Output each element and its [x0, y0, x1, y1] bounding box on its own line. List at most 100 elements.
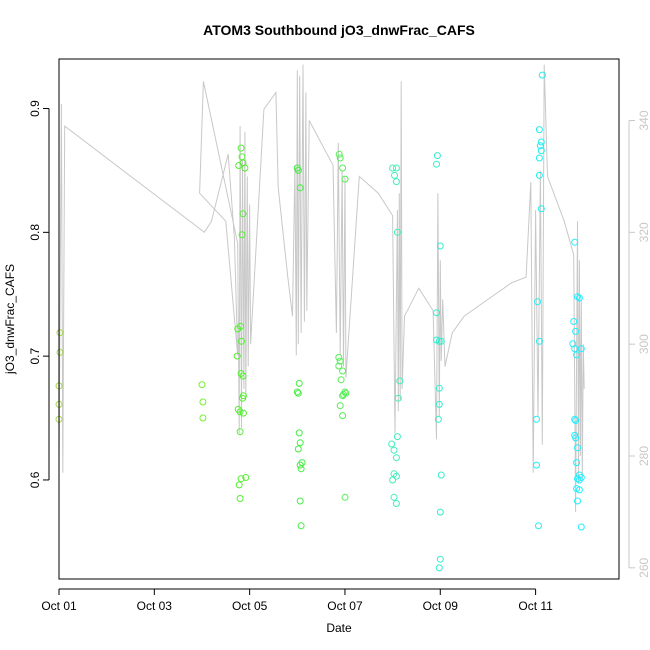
y2-tick-label: 340	[637, 110, 650, 130]
data-point	[433, 160, 440, 168]
data-point	[293, 388, 301, 396]
data-point	[296, 497, 304, 505]
x-tick-label: Oct 09	[423, 599, 459, 613]
data-point	[574, 475, 581, 483]
data-point	[574, 444, 581, 452]
y-tick-label: 0.6	[28, 471, 42, 488]
data-point	[339, 164, 347, 172]
data-point	[199, 398, 207, 406]
data-point	[389, 476, 397, 484]
data-point	[339, 367, 347, 375]
data-point	[577, 523, 585, 531]
data-point	[239, 372, 247, 380]
data-point	[336, 154, 344, 162]
x-tick-label: Oct 07	[327, 599, 363, 613]
data-point	[572, 434, 580, 442]
data-point	[573, 351, 581, 359]
data-point	[336, 357, 344, 365]
data-point	[575, 294, 583, 302]
data-point	[572, 417, 580, 424]
data-point	[294, 445, 302, 453]
x-tick-label: Oct 03	[137, 599, 173, 613]
data-point	[296, 184, 304, 192]
data-point	[393, 228, 401, 236]
y-tick-label: 0.9	[28, 100, 42, 117]
data-point	[537, 205, 545, 213]
data-point	[392, 500, 400, 507]
data-point	[339, 392, 347, 400]
data-point	[534, 298, 541, 306]
data-point	[535, 522, 542, 530]
data-point	[335, 362, 343, 370]
data-point	[236, 428, 244, 436]
data-point	[238, 337, 245, 345]
data-point	[391, 171, 398, 179]
data-point	[435, 564, 443, 572]
data-point	[198, 381, 206, 389]
data-point	[199, 414, 207, 422]
data-point	[56, 329, 64, 337]
data-point	[535, 154, 543, 162]
y-axis-label: jO3_dnwFrac_CAFS	[3, 264, 17, 375]
data-point	[435, 337, 443, 345]
data-point	[537, 147, 545, 155]
data-point	[572, 327, 580, 335]
data-point	[435, 400, 443, 408]
data-point	[573, 459, 581, 467]
y2-tick-label: 300	[637, 334, 650, 354]
y-tick-label: 0.7	[28, 347, 42, 364]
data-point	[392, 472, 400, 480]
data-point	[239, 409, 247, 417]
data-point	[394, 394, 402, 402]
data-point	[236, 495, 244, 502]
data-point	[536, 142, 544, 150]
data-point	[437, 337, 445, 345]
x-tick-label: Oct 01	[41, 599, 77, 613]
data-point	[297, 522, 305, 530]
data-point	[388, 440, 396, 448]
data-point	[239, 394, 246, 402]
data-point	[335, 150, 343, 158]
data-point	[237, 475, 245, 483]
data-point	[533, 461, 540, 469]
data-point	[436, 555, 444, 563]
data-point	[237, 322, 245, 330]
chart-title: ATOM3 Southbound jO3_dnwFrac_CAFS	[203, 22, 475, 38]
data-point	[538, 71, 546, 79]
points-layer	[55, 71, 585, 572]
data-point	[533, 415, 540, 423]
y2-tick-label: 260	[637, 557, 650, 577]
data-point	[241, 164, 249, 172]
data-point	[570, 318, 578, 325]
data-point	[433, 152, 441, 160]
data-point	[233, 352, 241, 360]
data-point	[238, 231, 246, 239]
data-point	[297, 465, 305, 473]
y-tick-label: 0.8	[28, 224, 42, 241]
data-point	[336, 402, 344, 410]
data-point	[390, 493, 398, 501]
y2-tick-label: 320	[637, 222, 650, 242]
x-axis-label: Date	[326, 621, 352, 635]
data-point	[295, 379, 303, 387]
data-point	[393, 433, 401, 441]
data-point	[535, 337, 543, 345]
data-point	[574, 293, 581, 301]
data-point	[392, 454, 400, 462]
data-point	[392, 164, 400, 172]
data-point	[335, 353, 343, 361]
data-point	[296, 439, 304, 447]
data-point	[295, 429, 303, 437]
data-point	[577, 345, 585, 353]
data-point	[571, 345, 579, 353]
data-point	[575, 486, 583, 494]
data-point	[571, 238, 579, 246]
axes-layer: Oct 01 Oct 03 Oct 05 Oct 07 Oct 09 Oct 11 0.6 0…	[28, 100, 650, 613]
data-point	[435, 384, 443, 392]
data-point	[235, 481, 243, 489]
x-tick-label: Oct 05	[232, 599, 268, 613]
data-point	[574, 497, 581, 505]
data-point	[433, 309, 440, 317]
